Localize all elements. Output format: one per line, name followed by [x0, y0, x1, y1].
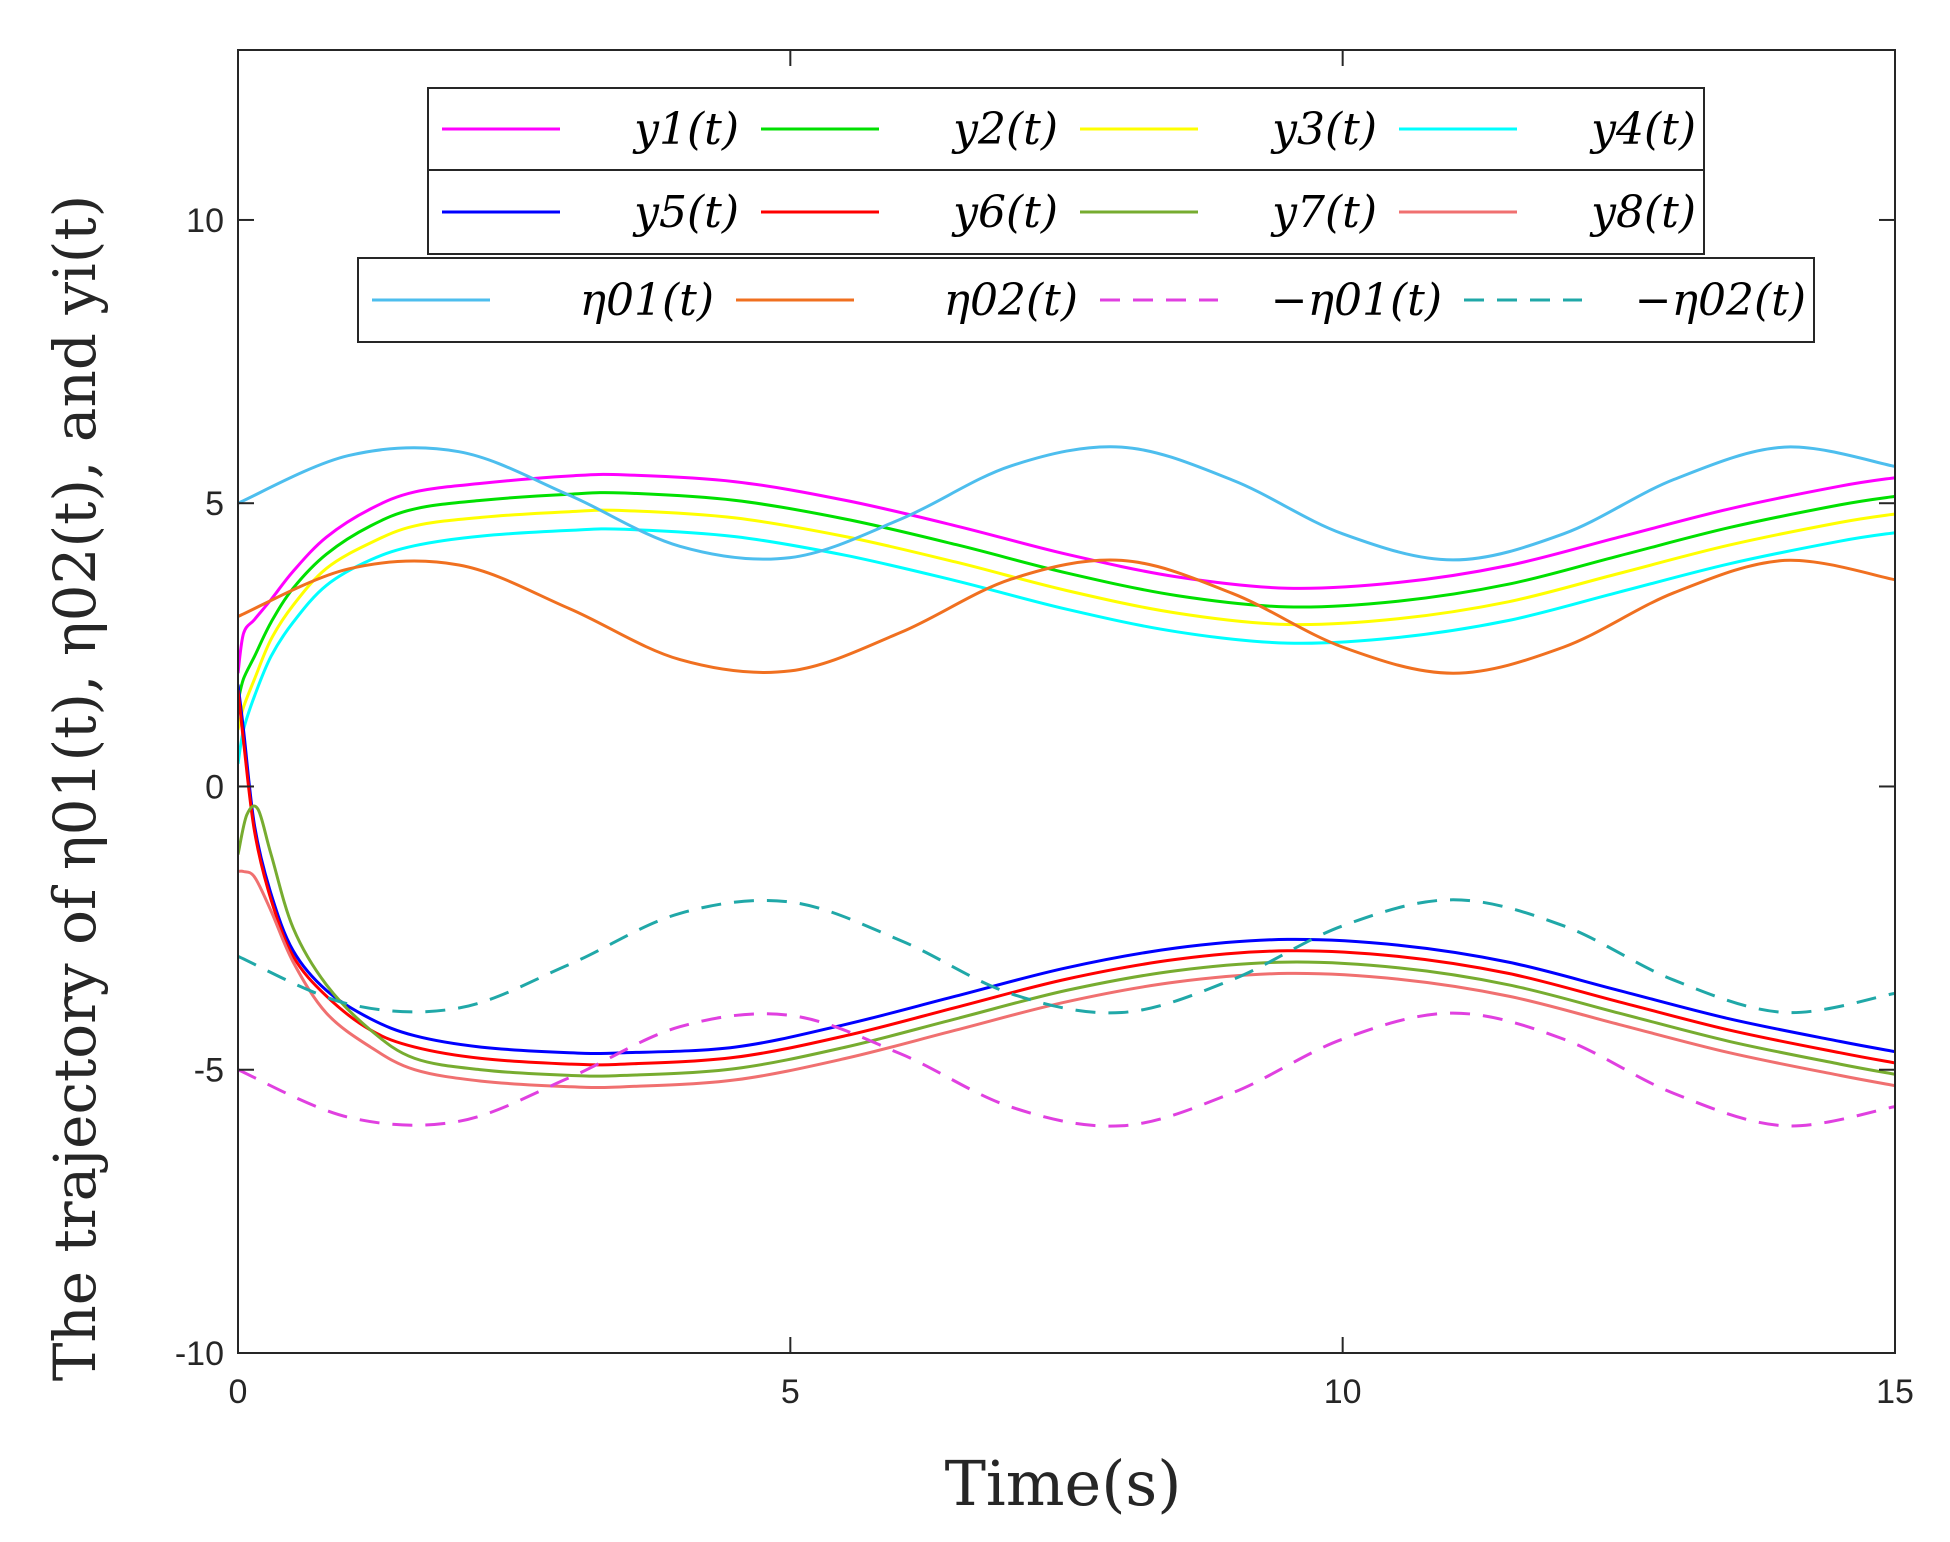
series-line-neg_eta02 — [238, 898, 1895, 1015]
series-group — [238, 445, 1895, 1128]
series-line-y5 — [238, 684, 1895, 1055]
series-line-y2 — [238, 491, 1895, 702]
y-axis-title: The trajectory of η01(t), η02(t), and yi… — [41, 195, 109, 1382]
x-tick-label: 15 — [1876, 1373, 1914, 1411]
series-layer — [238, 445, 1895, 1128]
x-tick-label: 5 — [781, 1373, 800, 1411]
legend-label-eta01: η01(t) — [580, 275, 714, 326]
legend-label-y7: y7(t) — [1270, 187, 1377, 238]
legend-label-eta02: η02(t) — [944, 275, 1078, 326]
x-tick-label: 10 — [1324, 1373, 1362, 1411]
legend: y1(t) y2(t) y3(t) y4(t) y5(t) y6(t) y7(t) y8(t)… — [357, 87, 1815, 343]
x-tick-label: 0 — [229, 1373, 248, 1411]
legend-label-y4: y4(t) — [1589, 104, 1696, 155]
x-axis-title: Time(s) — [945, 1447, 1182, 1520]
series-line-y4 — [238, 527, 1895, 765]
series-line-eta01 — [238, 445, 1895, 562]
series-line-y8 — [238, 869, 1895, 1090]
y-tick-label: 0 — [205, 768, 224, 806]
legend-label-y2: y2(t) — [951, 104, 1058, 155]
y-tick-label: -10 — [175, 1335, 224, 1373]
legend-label-y3: y3(t) — [1270, 104, 1377, 155]
y-tick-label: -5 — [194, 1052, 224, 1090]
series-line-y7 — [238, 804, 1895, 1078]
legend-label-y1: y1(t) — [632, 104, 739, 155]
axes-layer: 0 5 10 15 -10 -5 0 5 10 — [175, 49, 1914, 1411]
series-line-y6 — [238, 690, 1895, 1067]
legend-row-box — [357, 257, 1815, 343]
series-line-neg_eta01 — [238, 1011, 1895, 1128]
y-tick-label: 10 — [186, 202, 224, 240]
legend-label-y8: y8(t) — [1589, 187, 1696, 238]
legend-label-y5: y5(t) — [632, 187, 739, 238]
y-tick-label: 5 — [205, 485, 224, 523]
series-line-y3 — [238, 508, 1895, 731]
legend-label-neg_eta01: −η01(t) — [1271, 275, 1442, 326]
legend-label-neg_eta02: −η02(t) — [1635, 275, 1806, 326]
axes-box — [237, 49, 1896, 1354]
series-line-eta02 — [238, 558, 1895, 675]
series-line-y1 — [238, 472, 1895, 674]
legend-label-y6: y6(t) — [951, 187, 1058, 238]
